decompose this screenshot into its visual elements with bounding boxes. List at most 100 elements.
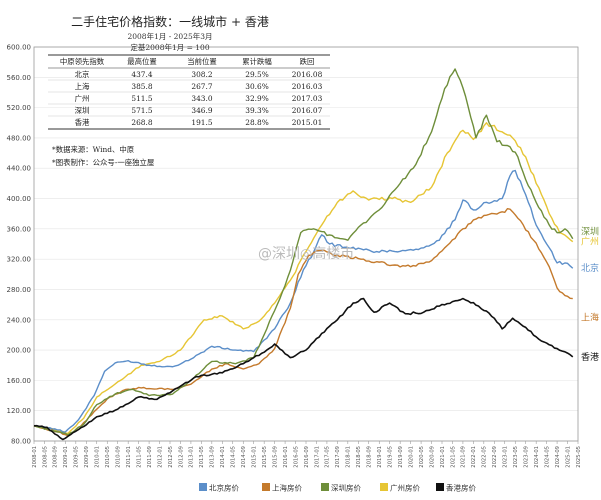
x-tick-label: 2013-05 xyxy=(199,446,205,468)
x-tick-label: 2017-05 xyxy=(325,446,331,468)
table-cell: 30.6% xyxy=(245,82,268,91)
table-cell: 511.5 xyxy=(131,94,152,103)
table-header: 累计跌幅 xyxy=(242,57,272,66)
x-tick-label: 2014-09 xyxy=(241,446,247,468)
x-tick-label: 2011-01 xyxy=(126,446,132,468)
legend-label: 广州房价 xyxy=(390,483,420,493)
table-cell: 308.2 xyxy=(191,70,212,79)
table-header: 最高位置 xyxy=(127,57,157,66)
table-cell: 437.4 xyxy=(131,70,152,79)
series-end-label: 深圳 xyxy=(581,227,599,238)
x-tick-label: 2014-05 xyxy=(231,446,237,468)
x-tick-label: 2023-05 xyxy=(513,446,519,468)
y-tick-label: 320.00 xyxy=(7,256,32,264)
x-tick-label: 2024-01 xyxy=(534,446,540,468)
chart-subtitle-base: 定基2008年1月 = 100 xyxy=(130,42,209,52)
table-cell: 39.3% xyxy=(245,106,268,115)
x-tick-label: 2017-01 xyxy=(314,446,320,468)
table-cell: 343.0 xyxy=(191,94,212,103)
table-cell: 29.5% xyxy=(245,70,268,79)
table-cell: 2015.01 xyxy=(292,118,323,127)
x-tick-label: 2020-01 xyxy=(408,446,414,468)
x-tick-label: 2022-05 xyxy=(482,446,488,468)
x-tick-label: 2023-01 xyxy=(503,446,509,468)
y-tick-label: 200.00 xyxy=(7,347,32,355)
x-tick-label: 2008-05 xyxy=(42,446,48,468)
legend-swatch xyxy=(380,483,388,491)
x-tick-label: 2010-01 xyxy=(95,446,101,468)
x-tick-label: 2016-09 xyxy=(304,446,310,468)
table-cell: 2016.07 xyxy=(292,106,323,115)
table-cell: 571.5 xyxy=(131,106,152,115)
table-cell: 28.8% xyxy=(245,118,268,127)
y-tick-label: 360.00 xyxy=(7,225,32,233)
x-tick-label: 2009-05 xyxy=(74,446,80,468)
legend-swatch xyxy=(321,483,329,491)
x-tick-label: 2019-09 xyxy=(398,446,404,468)
legend: 北京房价 上海房价 深圳房价 广州房价 香港房价 xyxy=(199,483,476,493)
table-cell: 2017.03 xyxy=(292,94,323,103)
table-header: 当前位置 xyxy=(187,57,217,66)
x-tick-label: 2013-01 xyxy=(189,446,195,468)
x-tick-label: 2019-05 xyxy=(387,446,393,468)
table-cell: 上海 xyxy=(75,82,90,91)
x-tick-label: 2009-01 xyxy=(63,446,69,468)
x-tick-label: 2012-05 xyxy=(168,446,174,468)
table-cell: 268.8 xyxy=(131,118,152,127)
x-tick-label: 2016-05 xyxy=(293,446,299,468)
table-cell: 346.9 xyxy=(191,106,212,115)
x-tick-label: 2021-01 xyxy=(440,446,446,468)
series-line-3 xyxy=(33,122,574,435)
x-tick-label: 2014-01 xyxy=(220,446,226,468)
x-tick-label: 2008-01 xyxy=(32,446,38,468)
table-cell: 北京 xyxy=(75,70,90,79)
x-tick-label: 2016-01 xyxy=(283,446,289,468)
legend-label: 香港房价 xyxy=(446,483,476,493)
legend-swatch xyxy=(199,483,207,491)
series-line-0 xyxy=(33,169,574,433)
table-header: 中原领先指数 xyxy=(60,57,105,66)
x-tick-label: 2025-05 xyxy=(576,446,582,468)
x-tick-label: 2017-09 xyxy=(335,446,341,468)
y-tick-label: 520.00 xyxy=(7,104,32,112)
y-tick-label: 600.00 xyxy=(7,44,32,52)
legend-swatch xyxy=(436,483,444,491)
y-tick-label: 480.00 xyxy=(7,134,32,142)
plot-frame xyxy=(33,46,579,442)
table-header: 跌回 xyxy=(300,57,315,66)
x-tick-label: 2022-09 xyxy=(492,446,498,468)
y-tick-label: 440.00 xyxy=(7,165,32,173)
series-line-2 xyxy=(33,68,574,436)
table-cell: 香港 xyxy=(75,118,90,127)
table-cell: 深圳 xyxy=(75,106,90,115)
series-end-label: 香港 xyxy=(581,351,599,363)
x-tick-label: 2015-01 xyxy=(251,446,257,468)
legend-label: 上海房价 xyxy=(272,483,302,493)
table-cell: 385.8 xyxy=(131,82,152,91)
x-tick-label: 2012-09 xyxy=(178,446,184,468)
legend-label: 北京房价 xyxy=(209,483,239,493)
series-end-label: 上海 xyxy=(581,312,599,324)
x-tick-label: 2018-01 xyxy=(346,446,352,468)
y-tick-label: 240.00 xyxy=(7,316,32,324)
table-cell: 2016.03 xyxy=(292,82,323,91)
table-cell: 191.5 xyxy=(191,118,212,127)
chart-title: 二手住宅价格指数：一线城市 + 香港 xyxy=(71,14,269,29)
x-tick-label: 2023-09 xyxy=(523,446,529,468)
x-tick-label: 2024-05 xyxy=(544,446,550,468)
series-line-4 xyxy=(33,297,574,441)
y-tick-label: 120.00 xyxy=(7,407,32,415)
x-tick-label: 2018-09 xyxy=(367,446,373,468)
x-tick-label: 2022-01 xyxy=(471,446,477,468)
x-tick-label: 2008-09 xyxy=(53,446,59,468)
x-tick-label: 2015-09 xyxy=(272,446,278,468)
x-tick-label: 2021-09 xyxy=(461,446,467,468)
x-tick-label: 2010-09 xyxy=(115,446,121,468)
y-tick-label: 400.00 xyxy=(7,195,32,203)
series-line-1 xyxy=(33,208,573,437)
legend-label: 深圳房价 xyxy=(331,483,361,493)
series-end-label: 北京 xyxy=(581,262,599,274)
x-tick-label: 2020-09 xyxy=(429,446,435,468)
